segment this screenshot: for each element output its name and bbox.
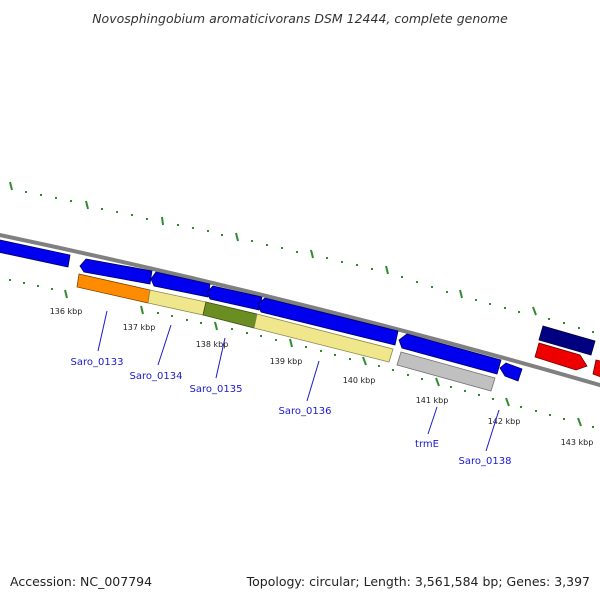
tick-mark: [310, 249, 314, 259]
gene-arrow: [79, 258, 153, 285]
gene-arrow: [206, 285, 263, 311]
leader-line: [427, 406, 438, 435]
leader-line: [306, 360, 320, 402]
tick-mark: [385, 265, 389, 275]
tick-label: 140 kbp: [343, 376, 376, 385]
tick-mark: [532, 306, 537, 316]
tick-mark: [9, 181, 13, 191]
gene-arrow: [398, 333, 502, 375]
genome-backbone: [0, 233, 600, 388]
inner-tick-ring: [9, 279, 594, 428]
tick-label: 139 kbp: [270, 357, 303, 366]
gene-arrow: [592, 359, 600, 378]
tick-mark: [85, 200, 89, 210]
gene-label-leaders: [97, 310, 500, 452]
kbp-tick-labels: 136 kbp 137 kbp 138 kbp 139 kbp 140 kbp …: [50, 307, 594, 447]
gene-label-saro-0133: Saro_0133: [71, 357, 124, 368]
tick-label: 143 kbp: [561, 438, 594, 447]
forward-strand-genes: [0, 239, 600, 382]
tick-mark: [235, 232, 239, 242]
tick-mark: [459, 289, 463, 299]
tick-mark: [505, 397, 510, 407]
outer-tick-ring: [9, 181, 594, 333]
gene-arrow: [499, 362, 523, 382]
cog-bar: [396, 351, 496, 392]
leader-line: [215, 337, 226, 379]
tick-label: 138 kbp: [196, 340, 229, 349]
gene-label-saro-0138: Saro_0138: [459, 456, 512, 467]
tick-mark: [435, 377, 440, 387]
gene-arrow: [538, 325, 596, 356]
tick-mark: [289, 338, 293, 348]
tick-label: 142 kbp: [488, 417, 521, 426]
gene-arrow: [534, 342, 588, 371]
gene-label-saro-0134: Saro_0134: [130, 371, 183, 382]
tick-label: 137 kbp: [123, 323, 156, 332]
cog-bar: [253, 313, 394, 363]
genome-summary-text: Topology: circular; Length: 3,561,584 bp…: [246, 574, 590, 589]
tick-label: 136 kbp: [50, 307, 83, 316]
tick-mark: [577, 417, 582, 427]
gene-label-saro-0136: Saro_0136: [279, 406, 332, 417]
cog-category-bars: [76, 273, 496, 392]
tick-mark: [140, 305, 144, 315]
tick-mark: [161, 216, 164, 226]
leader-line: [97, 310, 108, 352]
accession-text: Accession: NC_007794: [10, 574, 152, 589]
tick-mark: [362, 356, 367, 366]
map-title: Novosphingobium aromaticivorans DSM 1244…: [92, 11, 508, 26]
gene-label-saro-0135: Saro_0135: [190, 384, 243, 395]
gene-label-trme: trmE: [415, 439, 439, 450]
gene-arrow: [150, 271, 211, 298]
tick-label: 141 kbp: [416, 396, 449, 405]
tick-mark: [214, 321, 218, 331]
leader-line: [485, 409, 500, 452]
gene-arrow: [0, 239, 71, 268]
gene-arrow: [257, 297, 399, 346]
tick-mark: [64, 289, 68, 299]
gene-labels: Saro_0133 Saro_0134 Saro_0135 Saro_0136 …: [71, 357, 512, 467]
leader-line: [157, 324, 172, 366]
